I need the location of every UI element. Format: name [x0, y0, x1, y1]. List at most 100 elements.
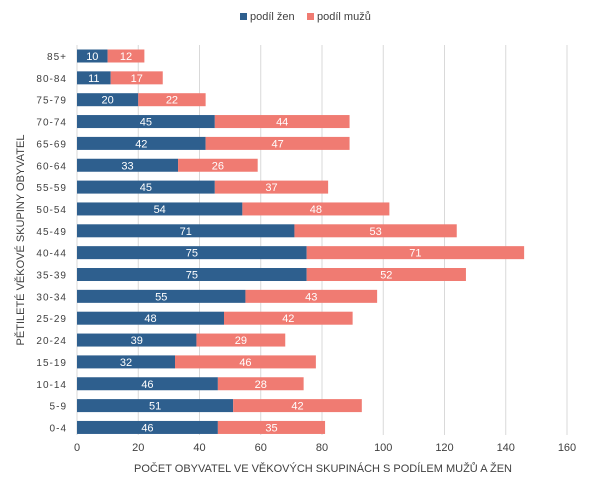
category-label: 80-84 — [36, 74, 67, 85]
legend-swatch-men — [307, 13, 314, 20]
legend: podíl žen podíl mužů — [240, 11, 371, 23]
data-label: 35 — [265, 422, 277, 434]
data-label: 46 — [141, 422, 153, 434]
bar-women — [77, 420, 218, 434]
bar-men — [175, 355, 316, 369]
bar-men — [110, 71, 163, 85]
data-label: 75 — [186, 270, 198, 282]
x-tick-label: 100 — [374, 442, 392, 454]
bar-women — [77, 93, 139, 107]
bar-men — [196, 333, 286, 347]
data-label: 48 — [144, 313, 156, 325]
x-tick-label: 40 — [193, 442, 205, 454]
bar-men — [294, 224, 457, 238]
bar-men — [214, 180, 329, 194]
data-label: 32 — [120, 357, 132, 369]
category-label: 45-49 — [36, 227, 67, 238]
data-label: 12 — [120, 51, 132, 63]
data-label: 45 — [140, 182, 152, 194]
data-label: 42 — [135, 138, 147, 150]
x-tick-label: 60 — [255, 442, 267, 454]
bar-women — [77, 311, 224, 325]
bar-women — [77, 377, 218, 391]
bar-women — [77, 268, 307, 281]
data-label: 53 — [369, 226, 381, 238]
category-label: 10-14 — [36, 380, 67, 391]
bar-men — [107, 49, 145, 63]
data-label: 17 — [131, 73, 143, 85]
category-label: 20-24 — [36, 336, 67, 347]
x-tick-labels: 0 20 40 60 80 100 120 140 160 — [74, 442, 576, 454]
data-label: 10 — [86, 51, 98, 63]
data-label: 46 — [239, 357, 251, 369]
data-label: 54 — [154, 204, 166, 216]
bar-men — [224, 311, 353, 325]
bar-men — [233, 399, 362, 413]
category-labels: 85+ 80-84 75-79 70-74 65-69 60-64 55-59 50-54 45… — [36, 52, 67, 434]
bar-women — [77, 399, 234, 413]
data-label: 52 — [380, 270, 392, 282]
data-label: 45 — [140, 117, 152, 129]
x-tick-label: 140 — [497, 442, 515, 454]
category-label: 25-29 — [36, 314, 67, 325]
bar-women — [77, 71, 111, 85]
data-label: 26 — [212, 160, 224, 172]
category-label: 50-54 — [36, 205, 67, 216]
category-label: 65-69 — [36, 139, 67, 150]
bar-women — [77, 246, 307, 260]
x-axis-title: POČET OBYVATEL VE VĚKOVÝCH SKUPINÁCH S P… — [134, 462, 512, 475]
data-label: 43 — [305, 291, 317, 303]
bar-men — [205, 136, 350, 150]
x-tick-label: 0 — [74, 442, 80, 454]
data-label: 71 — [180, 226, 192, 238]
bar-women — [77, 355, 175, 369]
bar-men — [217, 377, 304, 391]
legend-label-men: podíl mužů — [317, 11, 371, 23]
bar-men — [306, 268, 466, 281]
data-label: 46 — [141, 379, 153, 391]
category-label: 55-59 — [36, 183, 67, 194]
legend-swatch-women — [240, 13, 247, 20]
data-label: 47 — [271, 138, 283, 150]
x-tick-label: 80 — [316, 442, 328, 454]
data-label: 33 — [121, 160, 133, 172]
category-label: 85+ — [47, 52, 67, 63]
data-label: 42 — [291, 401, 303, 413]
bar-women — [77, 289, 246, 303]
bar-men — [306, 246, 525, 260]
bar-women — [77, 224, 295, 238]
data-label: 42 — [282, 313, 294, 325]
data-label: 71 — [409, 248, 421, 260]
data-label: 28 — [255, 379, 267, 391]
bar-women — [77, 333, 197, 347]
bar-women — [77, 49, 108, 63]
bar-women — [77, 115, 215, 129]
data-label: 48 — [310, 204, 322, 216]
category-label: 40-44 — [36, 249, 67, 260]
category-label: 0-4 — [50, 423, 67, 434]
category-label: 15-19 — [36, 358, 67, 369]
bar-women — [77, 180, 215, 194]
bar-men — [214, 115, 350, 129]
bar-women — [77, 158, 179, 172]
data-label: 37 — [265, 182, 277, 194]
data-label: 39 — [131, 335, 143, 347]
category-label: 35-39 — [36, 271, 67, 282]
x-tick-label: 160 — [558, 442, 576, 454]
data-label: 55 — [155, 291, 167, 303]
data-label: 29 — [235, 335, 247, 347]
category-label: 30-34 — [36, 292, 67, 303]
gridlines — [76, 45, 568, 435]
bar-men — [245, 289, 378, 303]
category-label: 70-74 — [36, 118, 67, 129]
data-label: 11 — [88, 73, 99, 85]
category-label: 5-9 — [50, 402, 67, 413]
legend-label-women: podíl žen — [250, 11, 295, 23]
bar-men — [242, 202, 390, 216]
data-label: 75 — [186, 248, 198, 260]
bar-women — [77, 202, 243, 216]
bars: 10 12 11 17 20 22 45 44 42 47 33 26 45 37 54 48 71 53 75 71… — [77, 49, 525, 434]
data-label: 22 — [166, 95, 178, 107]
